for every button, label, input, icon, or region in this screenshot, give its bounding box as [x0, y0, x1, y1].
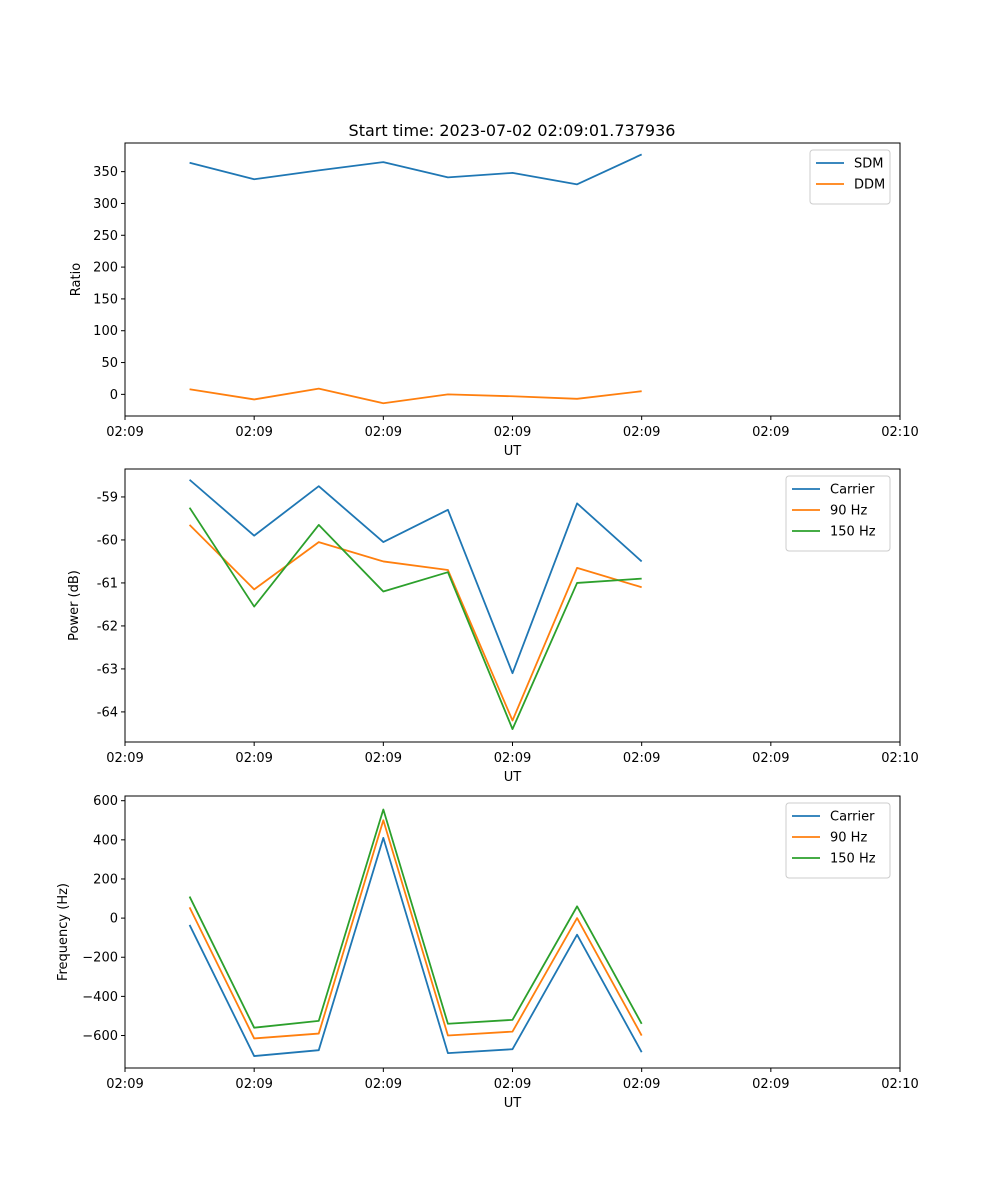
ratio-y-tick-label: 300	[93, 197, 118, 212]
power-legend-label-150-hz: 150 Hz	[830, 525, 876, 540]
power-x-tick-label: 02:09	[365, 751, 402, 766]
frequency-x-tick-label: 02:09	[494, 1077, 531, 1092]
frequency-y-tick-label: −400	[82, 990, 118, 1005]
ratio-y-tick-label: 150	[93, 292, 118, 307]
ratio-y-tick-label: 0	[110, 388, 118, 403]
ratio-x-tick-label: 02:09	[106, 425, 143, 440]
power-y-tick-label: -63	[97, 662, 118, 677]
power-y-tick-label: -61	[97, 576, 118, 591]
frequency-y-tick-label: −200	[82, 951, 118, 966]
ratio-x-tick-label: 02:09	[623, 425, 660, 440]
power-legend-box	[785, 475, 891, 552]
power-series-90-hz-line	[188, 524, 642, 722]
frequency-axes-frame	[124, 795, 901, 1069]
power-x-tick-label: 02:09	[494, 751, 531, 766]
frequency-legend-label-150-hz: 150 Hz	[830, 852, 876, 867]
power-x-tick-label: 02:09	[235, 751, 272, 766]
frequency-y-tick-label: 600	[93, 794, 118, 809]
ratio-y-tick-label: 250	[93, 229, 118, 244]
frequency-x-tick-label: 02:09	[106, 1077, 143, 1092]
ratio-legend: SDM DDM	[809, 149, 891, 205]
ratio-y-tick-label: 350	[93, 165, 118, 180]
power-series-carrier-line	[188, 479, 643, 675]
ratio-y-tick-label: 50	[101, 356, 118, 371]
frequency-legend: Carrier 90 Hz 150 Hz	[785, 802, 891, 879]
frequency-x-tick-label: 02:09	[235, 1077, 272, 1092]
ratio-legend-label-ddm: DDM	[854, 178, 885, 193]
frequency-y-axis-label: Frequency (Hz)	[56, 883, 71, 981]
ratio-x-tick-label: 02:09	[365, 425, 402, 440]
power-x-axis-label: UT	[504, 770, 522, 785]
power-legend-label-90-hz: 90 Hz	[830, 504, 867, 519]
ratio-axes-frame	[124, 142, 901, 417]
ratio-y-axis-label: Ratio	[69, 263, 84, 296]
ratio-x-tick-label: 02:09	[494, 425, 531, 440]
ratio-series-sdm-line	[189, 153, 643, 186]
power-x-tick-label: 02:09	[752, 751, 789, 766]
frequency-series-carrier-line	[188, 836, 643, 1057]
power-series-150-hz-line	[188, 507, 642, 730]
ratio-legend-label-sdm: SDM	[854, 157, 883, 172]
frequency-legend-box	[785, 802, 891, 879]
ratio-y-tick-label: 100	[93, 324, 118, 339]
ratio-series-ddm-line	[189, 387, 642, 405]
chart-title: Start time: 2023-07-02 02:09:01.737936	[349, 121, 676, 140]
frequency-y-tick-label: 400	[93, 833, 118, 848]
frequency-series-90-hz-line	[188, 819, 643, 1040]
power-subplot: 02:09 02:09 02:09 02:09 02:09 02:09 02:10 -64 -6…	[67, 468, 919, 785]
frequency-y-tick-label: 0	[110, 912, 118, 927]
power-y-tick-label: -62	[97, 619, 118, 634]
power-x-tick-label: 02:10	[881, 751, 918, 766]
frequency-y-tick-label: 200	[93, 872, 118, 887]
power-axes-frame	[124, 468, 901, 743]
frequency-x-tick-label: 02:09	[752, 1077, 789, 1092]
ratio-x-axis-label: UT	[504, 444, 522, 459]
power-x-tick-label: 02:09	[623, 751, 660, 766]
ratio-subplot: 02:09 02:09 02:09 02:09 02:09 02:09 02:10 0 50 10…	[69, 142, 919, 459]
frequency-series-150-hz-line	[188, 808, 643, 1029]
frequency-subplot: 02:09 02:09 02:09 02:09 02:09 02:09 02:10 −600 −…	[56, 794, 919, 1111]
power-legend: Carrier 90 Hz 150 Hz	[785, 475, 891, 552]
power-x-tick-label: 02:09	[106, 751, 143, 766]
power-y-axis-label: Power (dB)	[67, 570, 82, 641]
frequency-y-tick-label: −600	[82, 1029, 118, 1044]
ratio-x-tick-label: 02:09	[235, 425, 272, 440]
frequency-x-tick-label: 02:10	[881, 1077, 918, 1092]
power-y-tick-label: -60	[97, 533, 118, 548]
frequency-x-axis-label: UT	[504, 1096, 522, 1111]
ratio-x-tick-label: 02:10	[881, 425, 918, 440]
ratio-x-tick-label: 02:09	[752, 425, 789, 440]
frequency-x-tick-label: 02:09	[365, 1077, 402, 1092]
power-y-tick-label: -59	[97, 490, 118, 505]
frequency-legend-label-90-hz: 90 Hz	[830, 831, 867, 846]
power-y-tick-label: -64	[97, 705, 118, 720]
ratio-y-tick-label: 200	[93, 261, 118, 276]
frequency-legend-label-carrier: Carrier	[830, 810, 875, 825]
frequency-x-tick-label: 02:09	[623, 1077, 660, 1092]
power-legend-label-carrier: Carrier	[830, 483, 875, 498]
